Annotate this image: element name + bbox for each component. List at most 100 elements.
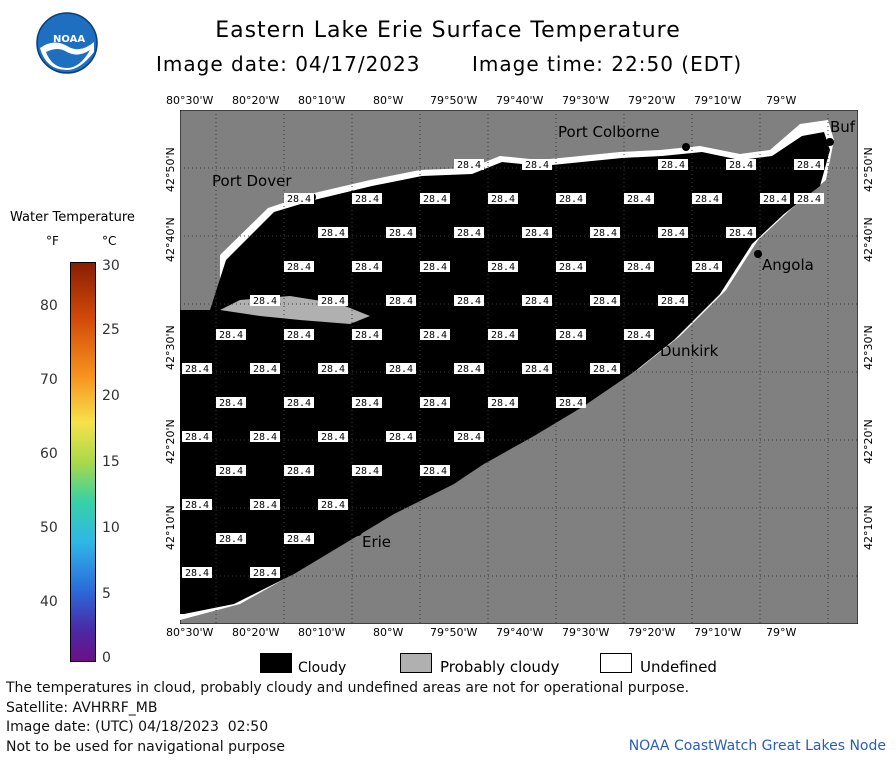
temperature-value: 28.4 (253, 500, 277, 511)
temperature-cell-bg (182, 567, 212, 578)
celsius-label: 20 (102, 388, 120, 404)
temperature-cell-bg (284, 533, 314, 544)
temperature-cell-bg (726, 227, 756, 238)
place-label-port-colborne: Port Colborne (558, 123, 660, 141)
cloudy-key-swatch (260, 653, 292, 673)
temperature-value: 28.4 (491, 194, 515, 205)
temperature-cell-bg (386, 295, 416, 306)
navigation-warning: Not to be used for navigational purpose (6, 739, 285, 755)
temperature-cell-bg (420, 329, 450, 340)
temperature-cell-bg (760, 193, 790, 204)
temperature-value: 28.4 (389, 364, 413, 375)
temperature-value: 28.4 (525, 364, 549, 375)
temperature-cell-bg (454, 431, 484, 442)
temperature-cell-bg (692, 193, 722, 204)
temperature-cell-bg (386, 431, 416, 442)
temperature-cell-bg (352, 261, 382, 272)
temperature-cell-bg (386, 363, 416, 374)
temperature-cell-bg (352, 329, 382, 340)
temperature-cell-bg (284, 329, 314, 340)
left-tick: 42°20'N (164, 419, 177, 464)
temperature-value: 28.4 (185, 500, 209, 511)
temperature-cell-bg (624, 329, 654, 340)
temperature-cell-bg (556, 193, 586, 204)
temperature-cell-bg (590, 227, 620, 238)
temperature-cell-bg (658, 159, 688, 170)
temperature-value: 28.4 (287, 534, 311, 545)
temperature-cell-bg (352, 465, 382, 476)
temperature-cell-bg (318, 295, 348, 306)
temperature-value: 28.4 (763, 194, 787, 205)
place-label-port-dover: Port Dover (212, 172, 292, 190)
temperature-value: 28.4 (287, 330, 311, 341)
color-scale-bar (70, 262, 96, 662)
fahrenheit-label: 60 (40, 446, 58, 462)
temperature-cell-bg (216, 329, 246, 340)
right-tick: 42°20'N (862, 419, 875, 464)
temperature-value: 28.4 (491, 262, 515, 273)
temperature-cell-bg (488, 261, 518, 272)
temperature-cell-bg (522, 363, 552, 374)
bottom-tick: 80°W (373, 626, 404, 639)
city-dot-erie (354, 528, 362, 536)
temperature-value: 28.4 (321, 432, 345, 443)
top-tick: 80°30'W (166, 94, 214, 107)
temperature-value: 28.4 (627, 194, 651, 205)
city-dot-port-colborne (682, 143, 690, 151)
fahrenheit-label: 40 (40, 594, 58, 610)
celsius-label: 25 (102, 322, 120, 338)
temperature-cell-bg (488, 397, 518, 408)
temperature-cell-bg (590, 363, 620, 374)
temperature-cell-bg (454, 227, 484, 238)
temperature-value: 28.4 (389, 296, 413, 307)
temperature-value: 28.4 (185, 432, 209, 443)
bottom-tick: 79°20'W (628, 626, 676, 639)
temperature-value: 28.4 (219, 466, 243, 477)
temperature-value: 28.4 (423, 194, 447, 205)
top-tick: 80°20'W (232, 94, 280, 107)
temperature-cell-bg (420, 465, 450, 476)
probably-cloudy-key-label: Probably cloudy (440, 658, 560, 676)
temperature-cell-bg (590, 295, 620, 306)
image-time: Image time: 22:50 (EDT) (472, 52, 743, 76)
bottom-tick: 80°20'W (232, 626, 280, 639)
temperature-value: 28.4 (627, 262, 651, 273)
temperature-cell-bg (624, 261, 654, 272)
temperature-value: 28.4 (287, 398, 311, 409)
temperature-value: 28.4 (355, 466, 379, 477)
fahrenheit-label: 80 (40, 298, 58, 314)
left-tick: 42°50'N (164, 147, 177, 192)
celsius-label: 0 (102, 650, 111, 666)
temperature-cell-bg (556, 261, 586, 272)
left-tick: 42°30'N (164, 325, 177, 370)
top-tick: 79°50'W (430, 94, 478, 107)
temperature-cell-bg (318, 499, 348, 510)
temperature-value: 28.4 (423, 466, 447, 477)
temperature-cell-bg (522, 227, 552, 238)
temperature-value: 28.4 (185, 568, 209, 579)
bottom-tick: 80°10'W (298, 626, 346, 639)
temperature-value: 28.4 (423, 262, 447, 273)
top-tick: 80°10'W (298, 94, 346, 107)
top-tick: 79°20'W (628, 94, 676, 107)
temperature-value: 28.4 (219, 398, 243, 409)
right-tick: 42°30'N (862, 325, 875, 370)
temperature-value: 28.4 (627, 330, 651, 341)
temperature-value: 28.4 (457, 364, 481, 375)
temperature-cell-bg (182, 431, 212, 442)
right-tick: 42°40'N (862, 217, 875, 262)
temperature-cell-bg (658, 227, 688, 238)
temperature-value: 28.4 (423, 398, 447, 409)
bottom-tick: 79°30'W (562, 626, 610, 639)
temperature-cell-bg (216, 397, 246, 408)
noaa-logo: NOAA (36, 12, 98, 74)
temperature-value: 28.4 (491, 398, 515, 409)
temperature-cell-bg (284, 261, 314, 272)
temperature-value: 28.4 (457, 432, 481, 443)
temperature-value: 28.4 (797, 194, 821, 205)
temperature-value: 28.4 (729, 228, 753, 239)
temperature-value: 28.4 (321, 228, 345, 239)
temperature-value: 28.4 (559, 262, 583, 273)
temperature-value: 28.4 (593, 296, 617, 307)
temperature-cell-bg (420, 261, 450, 272)
